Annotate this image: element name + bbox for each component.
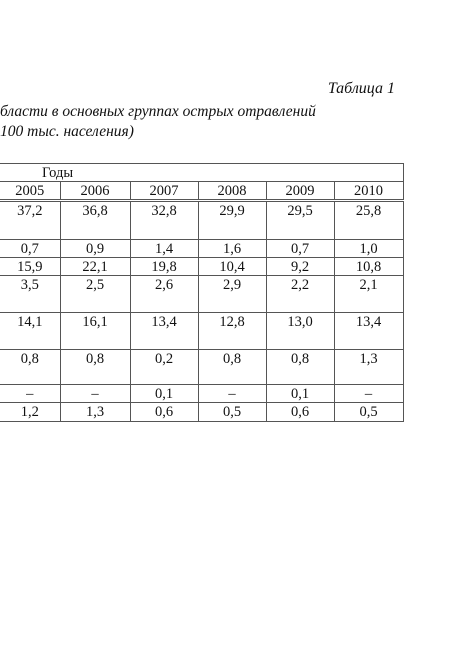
table-cell: 0,2: [129, 349, 199, 385]
table-cell: 2,1: [333, 275, 404, 313]
table-cell: 16,1: [59, 312, 131, 350]
table-cell: 14,1: [0, 312, 61, 350]
table-cell: 0,8: [0, 349, 61, 385]
table-cell: 1,4: [129, 239, 199, 258]
column-header: 2008: [197, 181, 267, 202]
table-cell: 15,9: [0, 257, 61, 276]
table-cell: 13,4: [129, 312, 199, 350]
table-cell: 19,8: [129, 257, 199, 276]
table-cell: 0,8: [197, 349, 267, 385]
table-row: 37,2 36,8 32,8 29,9 29,5 25,8: [0, 200, 404, 240]
table-cell: 1,3: [59, 402, 131, 422]
column-header: 2010: [333, 181, 404, 202]
table-cell: 1,3: [333, 349, 404, 385]
table-row: 2005 2006 2007 2008 2009 2010: [0, 181, 404, 202]
table-cell: 0,8: [59, 349, 131, 385]
table-cell: 2,5: [59, 275, 131, 313]
table-row: – –0,1–0,1–: [0, 384, 404, 403]
table-cell: 0,5: [197, 402, 267, 422]
table-cell: 3,5: [0, 275, 61, 313]
table-cell: 0,6: [265, 402, 335, 422]
table-cell: –: [333, 384, 404, 403]
table-cell: 22,1: [59, 257, 131, 276]
table-row: 0,8 0,8 0,2 0,8 0,8 1,3: [0, 349, 404, 385]
table-cell: 36,8: [59, 200, 131, 240]
column-header: 2005: [0, 181, 61, 202]
column-header: 2006: [59, 181, 131, 202]
column-header: 2009: [265, 181, 335, 202]
table-cell: 29,9: [197, 200, 267, 240]
table-cell: 13,0: [265, 312, 335, 350]
table-cell: 9,2: [265, 257, 335, 276]
table-cell: 25,8: [333, 200, 404, 240]
table-cell: 2,2: [265, 275, 335, 313]
group-header: Годы: [0, 163, 404, 182]
table-row: Годы: [0, 163, 404, 182]
table-row: 3,5 2,5 2,6 2,9 2,2 2,1: [0, 275, 404, 313]
table-label: Таблица 1: [327, 80, 395, 97]
table-cell: 37,2: [0, 200, 61, 240]
column-header: 2007: [129, 181, 199, 202]
table-cell: 32,8: [129, 200, 199, 240]
table-row: 15,9 22,1 19,8 10,4 9,2 10,8: [0, 257, 404, 276]
table-cell: 2,9: [197, 275, 267, 313]
data-table: Годы 2005 2006 2007 2008 2009 2010 37,2 36,8 32,8…: [0, 163, 404, 422]
table-cell: 10,8: [333, 257, 404, 276]
table-cell: 0,8: [265, 349, 335, 385]
table-cell: –: [59, 384, 131, 403]
table-cell: 29,5: [265, 200, 335, 240]
table-title: 100 тыс. населения): [0, 123, 134, 140]
table-cell: 13,4: [333, 312, 404, 350]
table-row: 14,1 16,1 13,4 12,8 13,0 13,4: [0, 312, 404, 350]
table-cell: 1,0: [333, 239, 404, 258]
table-row: 0,7 0,9 1,4 1,6 0,7 1,0: [0, 239, 404, 258]
table-title: бласти в основных группах острых отравле…: [0, 103, 316, 120]
table-cell: 0,1: [265, 384, 335, 403]
table-cell: 0,7: [265, 239, 335, 258]
table-cell: 1,2: [0, 402, 61, 422]
table-cell: –: [0, 384, 61, 403]
table-cell: 0,6: [129, 402, 199, 422]
table-cell: –: [197, 384, 267, 403]
table-cell: 0,7: [0, 239, 61, 258]
table-cell: 0,9: [59, 239, 131, 258]
table-cell: 1,6: [197, 239, 267, 258]
table-cell: 12,8: [197, 312, 267, 350]
table-cell: 2,6: [129, 275, 199, 313]
table-cell: 0,5: [333, 402, 404, 422]
table-row: 1,2 1,3 0,6 0,5 0,6 0,5: [0, 402, 404, 422]
table-cell: 10,4: [197, 257, 267, 276]
table-cell: 0,1: [129, 384, 199, 403]
